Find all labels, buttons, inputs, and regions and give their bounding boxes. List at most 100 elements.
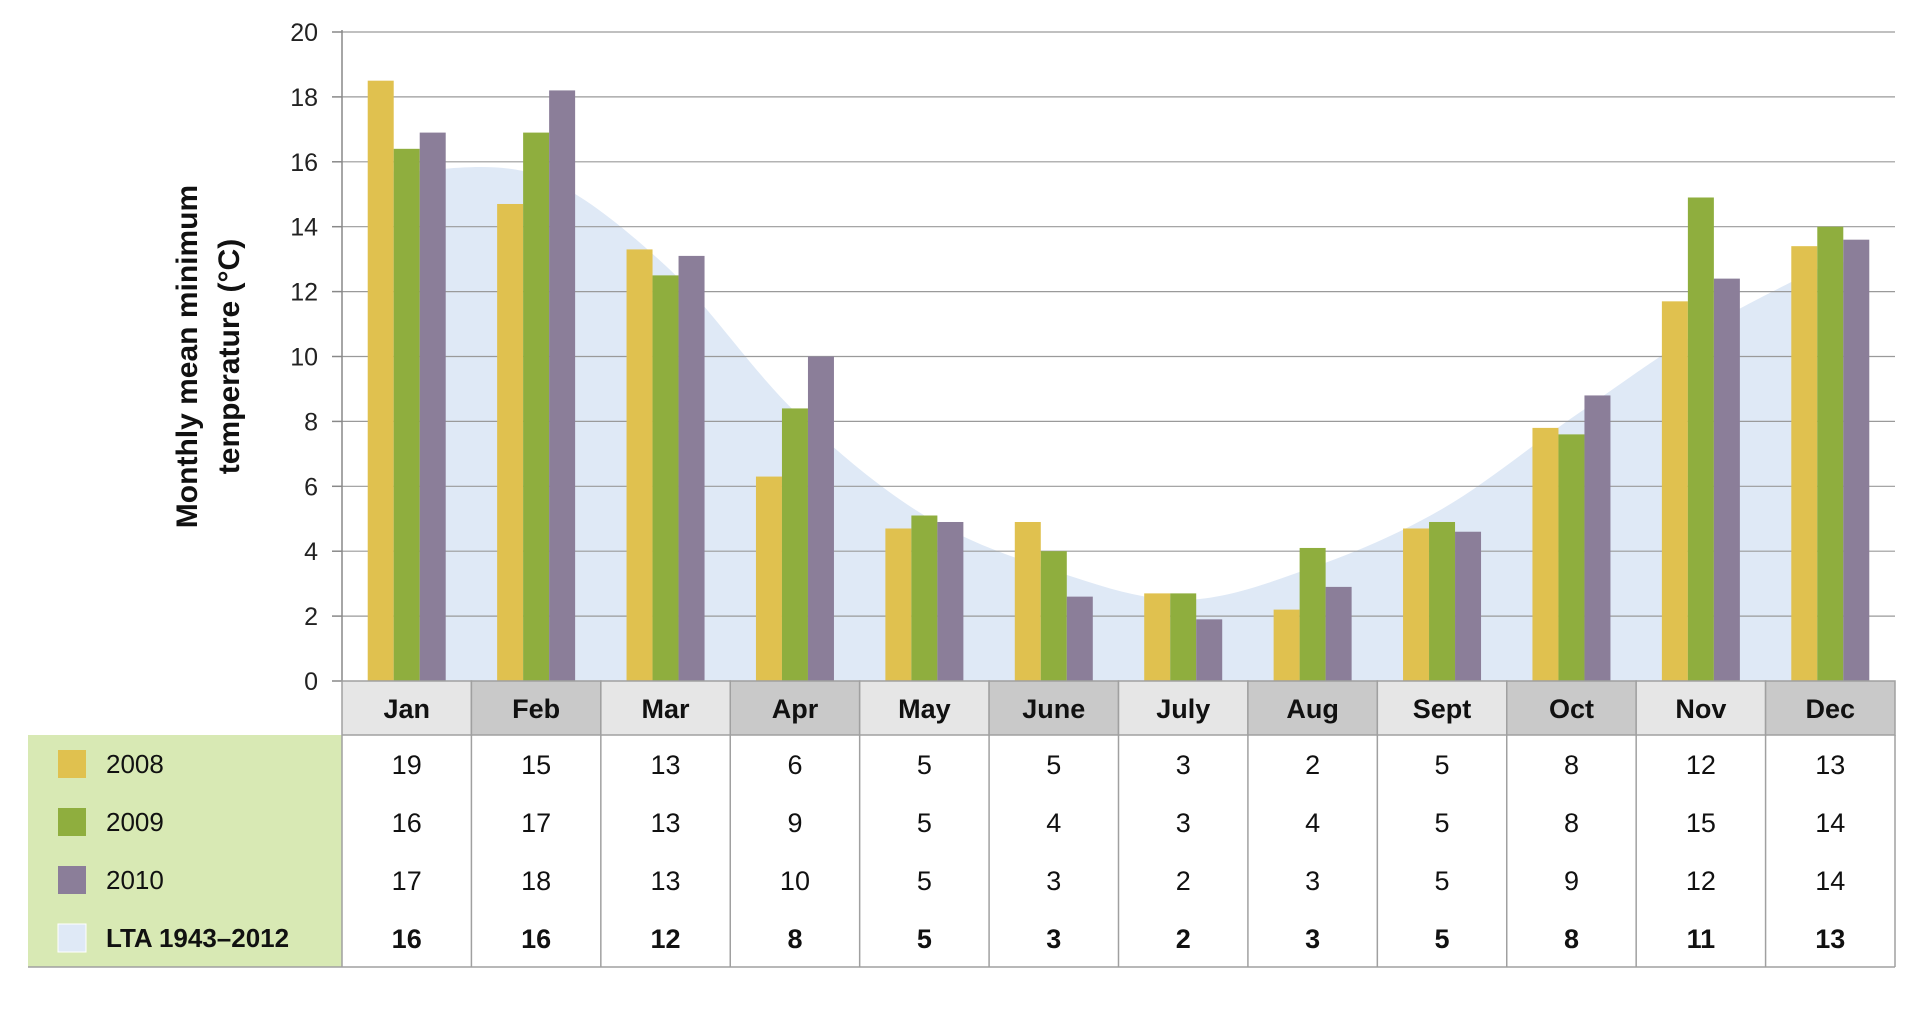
table-cell-2010-Nov: 12 — [1686, 866, 1716, 896]
table-cell-LTA 1943–2012-Aug: 3 — [1305, 924, 1320, 954]
bar-2008-Apr — [755, 476, 782, 681]
bar-2009-July — [1170, 593, 1197, 681]
bar-2009-June — [1040, 551, 1067, 681]
table-cell-2008-June: 5 — [1046, 750, 1061, 780]
month-label-Jan: Jan — [383, 694, 430, 724]
y-tick-label-6: 6 — [304, 473, 318, 501]
bar-2010-Nov — [1713, 278, 1740, 681]
bar-2008-Oct — [1532, 427, 1559, 681]
table-cell-2009-Sept: 5 — [1435, 808, 1450, 838]
bar-2009-Mar — [652, 275, 679, 681]
y-tick-label-8: 8 — [304, 408, 318, 436]
y-axis-label-line-2: temperature (°C) — [213, 239, 246, 474]
bar-2008-Aug — [1273, 609, 1300, 681]
y-tick-label-12: 12 — [290, 279, 318, 307]
legend-label-2008: 2008 — [106, 749, 164, 779]
bar-2010-Oct — [1584, 395, 1611, 681]
month-header-cell-Nov — [1635, 680, 1767, 736]
table-cell-LTA 1943–2012-Oct: 8 — [1564, 924, 1579, 954]
bar-2010-Mar — [678, 255, 705, 681]
y-tick-label-16: 16 — [290, 149, 318, 177]
bar-2009-Nov — [1687, 197, 1714, 681]
month-label-Oct: Oct — [1549, 694, 1594, 724]
table-cell-2010-Apr: 10 — [780, 866, 810, 896]
table-cell-LTA 1943–2012-May: 5 — [917, 924, 932, 954]
table-cell-2008-May: 5 — [917, 750, 932, 780]
legend-label-LTA 1943–2012: LTA 1943–2012 — [106, 923, 289, 953]
month-label-Apr: Apr — [772, 694, 819, 724]
bar-2008-Feb — [497, 203, 524, 682]
y-tick-label-14: 14 — [290, 214, 318, 242]
grid-layer — [342, 31, 1895, 617]
bar-2008-Sept — [1403, 528, 1430, 681]
month-label-May: May — [898, 694, 951, 724]
table-cell-2009-Nov: 15 — [1686, 808, 1716, 838]
bar-2009-Aug — [1299, 547, 1326, 681]
table-cell-2010-June: 3 — [1046, 866, 1061, 896]
table-cell-2009-June: 4 — [1046, 808, 1061, 838]
y-tick-label-20: 20 — [290, 19, 318, 47]
table-cell-2008-Mar: 13 — [651, 750, 681, 780]
legend-swatch-LTA 1943–2012 — [57, 923, 87, 953]
lta-area-layer — [372, 167, 1865, 682]
table-cell-2008-Aug: 2 — [1305, 750, 1320, 780]
bar-2008-May — [885, 528, 912, 681]
table-cell-2010-May: 5 — [917, 866, 932, 896]
bar-2010-July — [1196, 619, 1223, 681]
table-cell-2008-Oct: 8 — [1564, 750, 1579, 780]
table-cell-2008-Sept: 5 — [1435, 750, 1450, 780]
bar-2010-Apr — [807, 356, 834, 681]
data-table: 2008 19 15 13 6 5 5 3 2 5 8 12 13 2009 16 17 13 9 5 4 3 4 5 8 15… — [28, 735, 1896, 968]
bar-2008-Dec — [1791, 246, 1818, 682]
table-cell-LTA 1943–2012-Feb: 16 — [521, 924, 551, 954]
table-cell-LTA 1943–2012-Jan: 16 — [392, 924, 422, 954]
month-header-cell-Jan — [341, 680, 473, 736]
lta-area — [372, 167, 1865, 682]
table-cell-2008-Apr: 6 — [787, 750, 802, 780]
table-cell-2008-Jan: 19 — [392, 750, 422, 780]
table-cell-2008-Nov: 12 — [1686, 750, 1716, 780]
table-cell-LTA 1943–2012-Sept: 5 — [1435, 924, 1450, 954]
bar-2010-Feb — [549, 90, 576, 681]
legend-swatch-2009 — [58, 808, 86, 836]
table-cell-2009-Aug: 4 — [1305, 808, 1320, 838]
bar-2009-Dec — [1817, 226, 1844, 681]
month-label-Nov: Nov — [1675, 694, 1726, 724]
table-cell-2010-Jan: 17 — [392, 866, 422, 896]
table-cell-2010-Mar: 13 — [651, 866, 681, 896]
y-axis-label: Monthly mean minimum temperature (°C) — [171, 185, 246, 528]
month-header-cell-Sept — [1376, 680, 1508, 736]
bar-2009-Oct — [1558, 434, 1585, 681]
bars-layer — [367, 80, 1870, 682]
table-cell-2009-Dec: 14 — [1815, 808, 1845, 838]
bar-2008-June — [1014, 521, 1041, 681]
bar-2009-May — [911, 515, 938, 681]
bar-2008-Nov — [1661, 301, 1688, 681]
bar-2010-Jan — [419, 132, 446, 682]
bar-2010-Dec — [1843, 239, 1870, 681]
legend-swatch-2008 — [58, 750, 86, 778]
month-header-cell-Aug — [1247, 680, 1379, 736]
bar-2009-Sept — [1429, 521, 1456, 681]
table-cell-2008-Dec: 13 — [1815, 750, 1845, 780]
table-cell-LTA 1943–2012-July: 2 — [1176, 924, 1191, 954]
bar-2010-June — [1066, 596, 1093, 681]
table-cell-LTA 1943–2012-Apr: 8 — [787, 924, 802, 954]
bar-2010-May — [937, 521, 964, 681]
table-cell-2009-Apr: 9 — [787, 808, 802, 838]
table-cell-2009-Mar: 13 — [651, 808, 681, 838]
table-cell-LTA 1943–2012-Mar: 12 — [651, 924, 681, 954]
bar-2008-Jan — [367, 80, 394, 682]
month-header-cell-Dec — [1764, 680, 1896, 736]
month-header-cell-June — [988, 680, 1120, 736]
y-tick-label-4: 4 — [304, 538, 318, 566]
table-cell-LTA 1943–2012-Nov: 11 — [1687, 924, 1716, 954]
bar-2008-July — [1144, 593, 1171, 681]
month-header-cell-May — [858, 680, 990, 736]
month-label-Dec: Dec — [1806, 694, 1856, 724]
table-cell-2010-Aug: 3 — [1305, 866, 1320, 896]
bar-2010-Sept — [1455, 531, 1482, 681]
table-cell-2008-July: 3 — [1176, 750, 1191, 780]
table-cell-2009-May: 5 — [917, 808, 932, 838]
